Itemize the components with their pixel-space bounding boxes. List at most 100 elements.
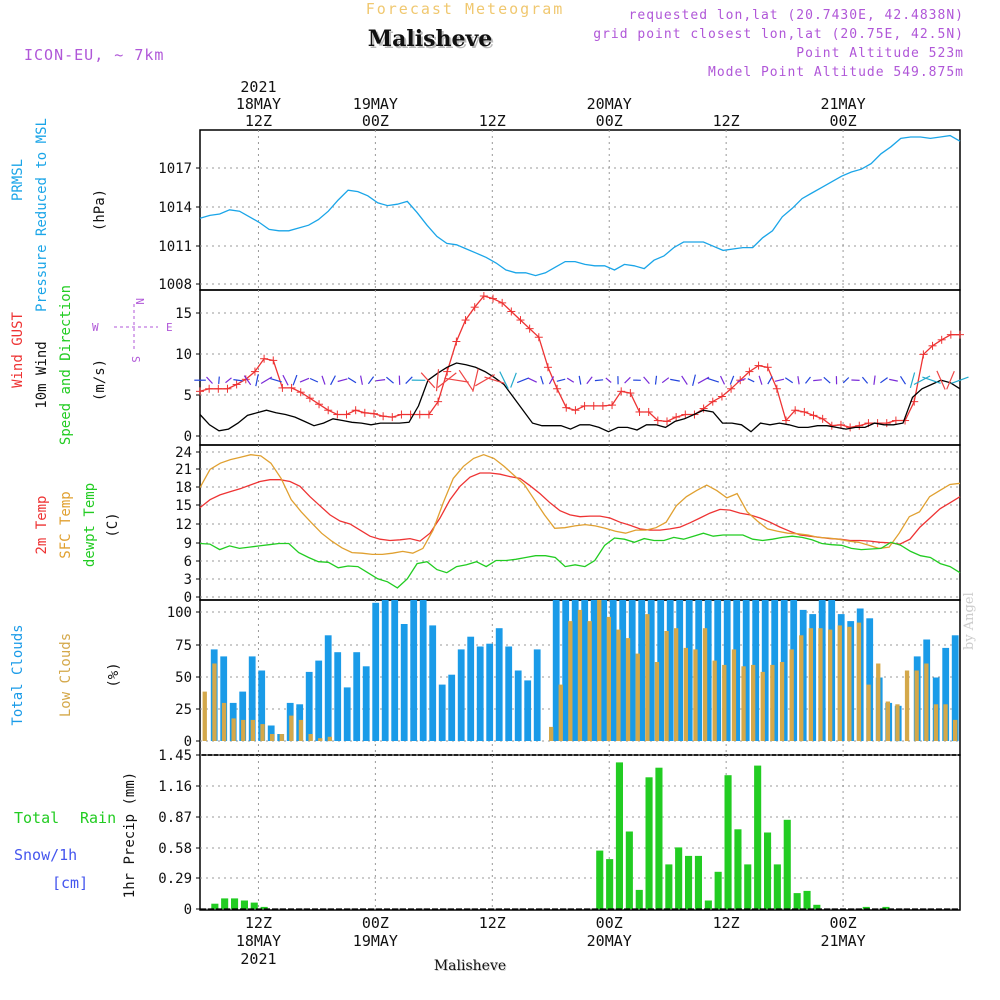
bar-low-clouds [558,684,563,741]
wind-direction-arrow [458,369,474,391]
bar-rain [685,855,693,909]
bar-rain [231,898,239,909]
bar-total-clouds [771,600,779,741]
bar-rain [250,902,258,909]
bar-low-clouds [731,649,737,741]
bar-low-clouds [693,649,698,741]
bar-total-clouds [733,600,741,741]
bar-rain [744,864,752,909]
wind-direction-arrow [299,377,310,383]
bar-total-clouds [942,647,950,741]
wind-direction-arrow [643,376,650,384]
ylabel-pressure-msl: Pressure Reduced to MSL [34,118,50,312]
y-tick-label: 0 [184,734,192,750]
wind-direction-arrow [913,375,931,386]
wind-direction-arrow [899,375,907,385]
ylabel-cm: [cm] [52,874,88,892]
bar-low-clouds [722,664,727,741]
bar-low-clouds [847,626,852,741]
wind-direction-arrow [578,375,582,385]
bar-low-clouds [212,663,217,741]
bar-total-clouds [410,600,418,741]
y-tick-label: 1011 [158,239,192,255]
bar-rain [764,832,772,909]
bar-total-clouds [324,635,332,742]
wind-direction-arrow [681,375,688,385]
ylabel-10m-wind: 10m Wind [34,341,50,408]
y-tick-label: 21 [175,462,192,478]
y-tick-label: 0.58 [158,841,192,857]
bar-total-clouds [657,600,665,741]
bar-low-clouds [289,715,294,741]
y-tick-label: 1.16 [158,779,192,795]
wind-direction-arrow [889,378,898,382]
top-hour-label: 00Z [596,112,623,130]
ylabel-low-clouds: Low Clouds [58,633,74,717]
bar-total-clouds [600,600,608,741]
bar-total-clouds [429,625,437,741]
bar-low-clouds [876,663,881,741]
page-title: Malisheve [367,26,493,52]
compass-south-label: S [129,356,142,363]
y-tick-label: 1.45 [158,748,192,764]
wind-direction-arrow [510,372,517,388]
bar-total-clouds [353,652,361,741]
bar-total-clouds [514,670,522,741]
wind-direction-arrow [375,379,386,382]
wind-direction-arrow [880,377,888,384]
bar-total-clouds [419,600,427,741]
bar-total-clouds [552,600,560,741]
bar-low-clouds [856,622,862,741]
bar-low-clouds [568,621,573,741]
bottom-hour-label: 00Z [362,914,389,932]
wind-direction-arrow [813,379,822,382]
ylabel-speed-direction: Speed and Direction [58,285,74,445]
y-tick-label: 0 [184,902,192,918]
y-tick-label: 3 [184,572,192,588]
series-line-10m-wind [199,362,961,433]
bar-total-clouds [562,600,570,741]
wind-direction-arrow [260,376,273,385]
wind-direction-arrow [774,378,785,382]
panel-frame-precip [199,754,961,911]
bar-rain [783,819,791,909]
bottom-date-label: 18MAY [236,932,281,950]
y-tick-label: 5 [184,388,192,404]
ylabel-hpa: (hPa) [92,189,108,231]
ylabel-prmsl: PRMSL [10,159,26,201]
bar-low-clouds [683,647,688,741]
bar-rain [606,859,614,909]
panel-frame-pressure [199,129,961,291]
compass-east-label: E [166,321,173,334]
wind-direction-arrow [747,378,755,383]
wind-direction-arrow [737,378,746,383]
bar-low-clouds [789,649,794,741]
bottom-hour-label: 12Z [713,914,740,932]
wind-direction-arrow [767,376,773,385]
y-tick-label: 18 [175,480,192,496]
wind-direction-arrow [566,377,575,383]
point-altitude: Point Altitude 523m [796,46,964,61]
wind-direction-arrow [437,372,457,388]
ylabel-1hr-precip: 1hr Precip (mm) [122,772,138,898]
bar-low-clouds [279,734,284,741]
bar-low-clouds [250,719,255,741]
bar-low-clouds [202,691,207,741]
wind-direction-arrow [347,377,357,384]
bar-total-clouds [239,691,247,741]
y-tick-label: 0.29 [158,871,192,887]
top-date-label: 20MAY [587,95,632,113]
wind-direction-arrow [922,376,941,384]
bar-low-clouds [904,670,910,741]
bar-total-clouds [267,725,275,741]
top-year-label: 2021 [240,78,276,96]
bar-total-clouds [505,646,513,741]
bar-low-clouds [924,663,929,741]
bar-low-clouds [327,736,332,741]
top-hour-label: 00Z [362,112,389,130]
wind-direction-arrow [624,376,631,384]
bar-total-clouds [343,687,351,741]
bar-total-clouds [362,666,370,741]
wind-direction-arrow [823,376,831,384]
wind-direction-arrow [472,368,479,392]
